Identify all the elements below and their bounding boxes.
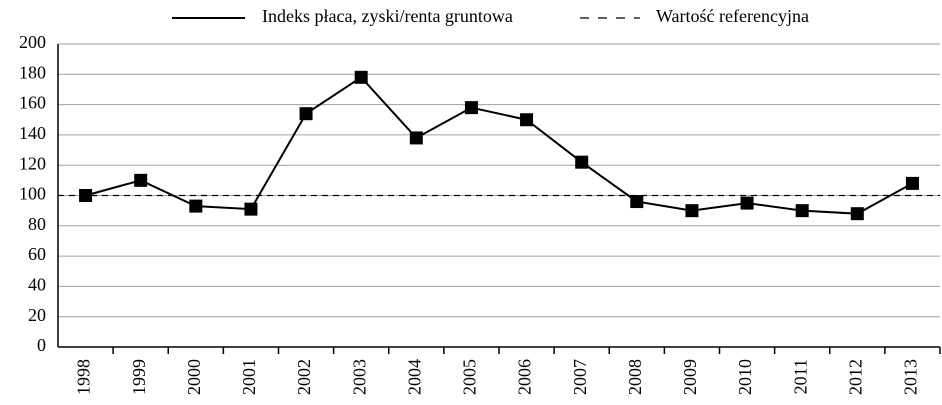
marker [354,70,368,84]
y-tick-label: 180 [19,62,46,82]
x-tick-label: 2003 [349,359,369,395]
marker [795,204,809,218]
x-tick-label: 2012 [845,359,865,395]
y-tick-label: 60 [28,244,46,264]
marker [189,199,203,213]
marker [299,107,313,121]
legend-label: Wartość referencyjna [656,6,809,26]
y-tick-label: 100 [19,184,46,204]
marker [575,155,589,169]
legend-label: Indeks płaca, zyski/renta gruntowa [262,6,513,26]
marker [520,113,534,127]
marker [685,204,699,218]
x-tick-label: 2013 [901,359,921,395]
x-tick-label: 1999 [129,359,149,395]
y-tick-label: 0 [37,335,46,355]
y-tick-label: 200 [19,32,46,52]
x-tick-label: 2004 [404,359,424,395]
x-tick-label: 2009 [680,359,700,395]
y-tick-label: 160 [19,93,46,113]
x-tick-label: 2008 [625,359,645,395]
x-tick-label: 2011 [790,359,810,394]
x-tick-label: 2001 [239,359,259,395]
y-tick-label: 20 [28,305,46,325]
x-tick-label: 2010 [735,359,755,395]
series-line [85,76,913,215]
x-tick-label: 2005 [460,359,480,395]
marker [134,173,148,187]
marker [740,196,754,210]
marker [905,176,919,190]
x-tick-label: 1998 [74,359,94,395]
marker [464,101,478,115]
marker [244,202,258,216]
marker [850,207,864,221]
y-tick-label: 80 [28,214,46,234]
marker [79,189,93,202]
y-tick-label: 140 [19,123,46,143]
y-tick-label: 40 [28,275,46,295]
x-tick-label: 2000 [184,359,204,395]
y-tick-label: 120 [19,153,46,173]
marker [630,195,644,209]
x-tick-label: 2006 [515,359,535,395]
x-tick-label: 2002 [294,359,314,395]
x-tick-label: 2007 [570,359,590,395]
marker [409,131,423,145]
